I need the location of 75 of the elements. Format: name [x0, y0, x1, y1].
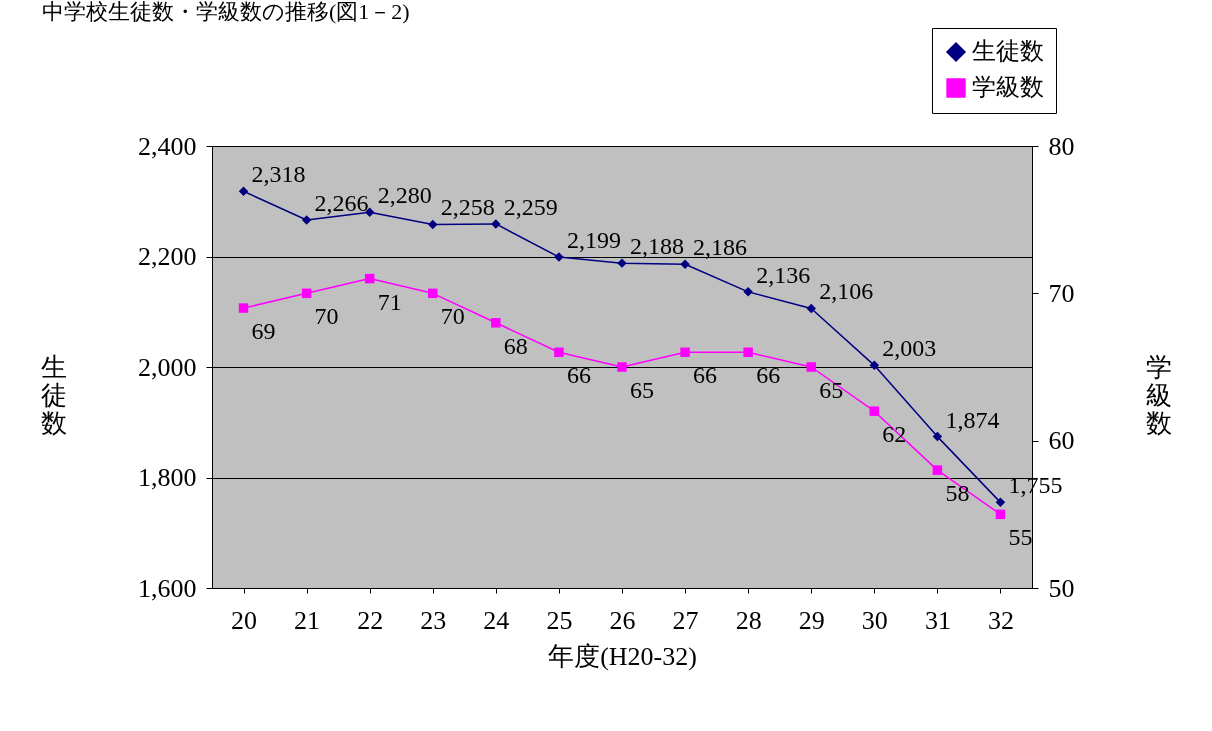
x-axis-title: 年度(H20-32)	[548, 641, 697, 671]
x-tick-label: 20	[231, 605, 258, 635]
data-label: 2,259	[503, 193, 558, 220]
point	[680, 259, 690, 269]
x-tick-label: 25	[546, 605, 573, 635]
data-label: 2,199	[566, 227, 621, 254]
y-tick-label: 2,000	[138, 352, 197, 382]
point	[364, 273, 375, 284]
y2-tick-label: 80	[1048, 131, 1075, 161]
data-label: 70	[440, 303, 465, 330]
point	[995, 497, 1006, 508]
data-label: 1,874	[945, 406, 1000, 433]
point	[554, 347, 564, 358]
x-tick-label: 31	[924, 605, 951, 635]
point	[428, 288, 438, 299]
data-label: 2,266	[314, 190, 369, 217]
data-label: 2,188	[630, 233, 684, 260]
legend-label: 学級数	[972, 74, 1044, 100]
x-tick-label: 30	[861, 605, 888, 635]
y2-tick-label: 50	[1048, 573, 1075, 603]
data-label: 2,280	[377, 182, 432, 209]
data-label: 58	[945, 480, 970, 507]
data-label: 55	[1008, 524, 1033, 551]
point	[491, 219, 501, 229]
data-label: 2,106	[819, 278, 874, 305]
x-tick-label: 22	[357, 605, 384, 635]
data-label: 2,136	[756, 261, 811, 288]
point	[301, 288, 312, 299]
x-tick-label: 27	[672, 605, 699, 635]
point	[869, 360, 880, 371]
data-label: 71	[377, 288, 402, 315]
y2-tick-label: 60	[1048, 426, 1075, 456]
legend-label: 生徒数	[972, 38, 1044, 64]
data-label: 66	[693, 362, 718, 389]
data-label: 69	[251, 318, 276, 345]
point	[617, 362, 627, 372]
point	[932, 465, 943, 475]
y-tick-label: 2,200	[138, 242, 197, 271]
point	[238, 186, 249, 197]
y-tick-label: 1,800	[138, 463, 197, 492]
y-axis-title: 生徒数	[41, 352, 67, 438]
point	[428, 219, 438, 230]
data-label: 66	[756, 362, 781, 389]
data-label: 66	[566, 362, 591, 389]
point	[238, 303, 249, 313]
x-tick-label: 23	[420, 605, 447, 635]
x-tick-label: 21	[294, 605, 321, 635]
data-label: 70	[314, 303, 339, 330]
point	[869, 406, 880, 416]
data-label: 2,258	[440, 194, 495, 221]
y2-axis-title: 学級数	[1145, 352, 1172, 438]
x-tick-label: 32	[987, 605, 1014, 635]
y2-tick-label: 70	[1048, 278, 1075, 308]
point	[806, 303, 816, 314]
point	[743, 347, 753, 358]
y-tick-label: 2,400	[138, 131, 197, 161]
x-tick-label: 28	[735, 605, 762, 635]
data-label: 65	[630, 377, 654, 403]
x-tick-label: 29	[798, 605, 825, 635]
x-tick-label: 26	[609, 605, 636, 635]
point	[680, 347, 690, 358]
point	[743, 287, 753, 297]
y-tick-label: 1,600	[138, 573, 197, 603]
chart-title: 中学校生徒数・学級数の推移(図1－2)	[42, 0, 410, 24]
point	[806, 362, 816, 372]
point	[301, 215, 312, 225]
x-tick-label: 24	[483, 605, 510, 635]
data-label: 2,318	[251, 161, 306, 188]
data-label: 2,003	[882, 335, 937, 362]
data-label: 65	[819, 377, 844, 403]
data-label: 2,186	[693, 234, 748, 261]
data-label: 68	[503, 332, 528, 359]
point	[491, 318, 501, 328]
point	[932, 431, 943, 442]
point	[995, 509, 1006, 520]
